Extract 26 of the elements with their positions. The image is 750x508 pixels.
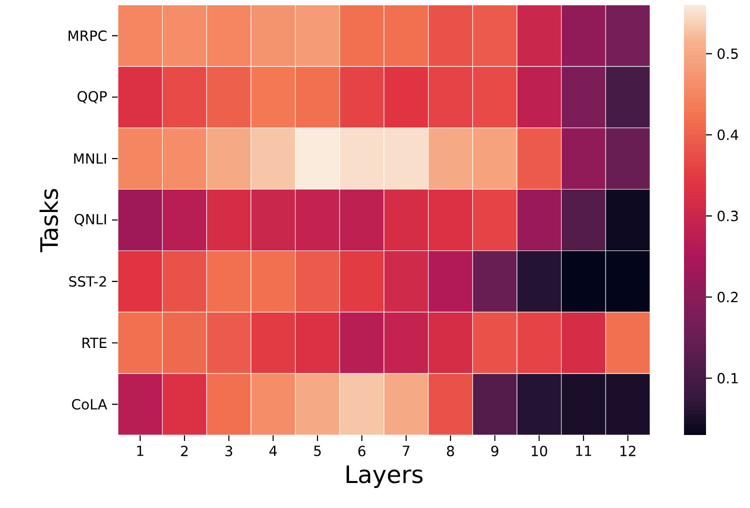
x-tick-label: 4 (269, 446, 277, 456)
y-tick-label: QQP (78, 91, 107, 104)
x-tick-label: 8 (446, 446, 454, 456)
x-tick-label: 3 (225, 446, 232, 456)
y-axis-title: Tasks (40, 189, 58, 252)
color-bar-label: 0.5 (718, 48, 738, 59)
color-bar-label: 0.3 (718, 210, 738, 222)
y-tick-label: MNLI (74, 153, 106, 164)
x-tick-label: 12 (620, 446, 636, 456)
color-bar-label: 0.4 (718, 130, 738, 140)
x-tick-label: 2 (181, 446, 188, 456)
x-tick-label: 10 (532, 446, 548, 456)
color-bar-label: 0.1 (718, 372, 738, 384)
x-axis-title: Layers (346, 465, 423, 488)
x-tick-label: 6 (358, 446, 366, 456)
x-tick-label: 7 (402, 446, 410, 456)
x-tick-label: 1 (137, 446, 144, 456)
x-tick-label: 11 (576, 446, 592, 456)
color-bar-label: 0.2 (718, 292, 738, 302)
y-tick-label: QNLI (74, 214, 106, 226)
x-tick-label: 9 (491, 446, 498, 456)
y-tick-label: SST-2 (69, 276, 106, 287)
y-tick-label: RTE (82, 338, 106, 348)
y-tick-label: CoLA (72, 398, 108, 410)
y-tick-label: MRPC (68, 30, 107, 41)
x-tick-label: 5 (314, 446, 321, 456)
